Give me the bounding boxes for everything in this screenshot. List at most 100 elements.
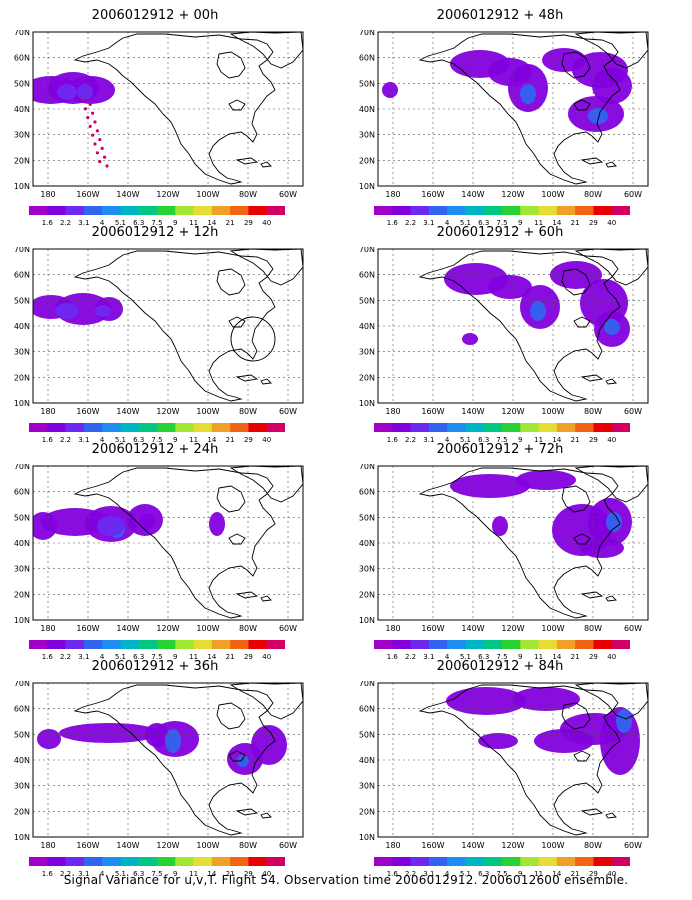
colorbar-label: 6.3 xyxy=(133,870,144,878)
longitude-label: 100W xyxy=(541,841,564,850)
colorbar-label: 3.1 xyxy=(78,870,89,878)
latitude-label: 70N xyxy=(14,464,30,471)
latitude-label: 10N xyxy=(359,399,375,408)
colorbar-label: 7.5 xyxy=(496,653,507,661)
longitude-label: 100W xyxy=(541,407,564,416)
longitude-label: 60W xyxy=(279,624,297,633)
longitude-label: 80W xyxy=(239,624,257,633)
map-panel-36h: 2006012912 + 36h 70N 60N 50N 40N 30N 20N 10N 18… xyxy=(5,659,305,878)
colorbar-label: 5.1 xyxy=(460,436,471,444)
longitude-label: 140W xyxy=(116,624,139,633)
colorbar-label: 4 xyxy=(445,436,450,444)
latitude-label: 50N xyxy=(359,79,375,88)
map-frame xyxy=(32,682,304,838)
coastline xyxy=(73,684,276,836)
colorbar-label: 21 xyxy=(226,870,235,878)
latitude-label: 50N xyxy=(359,513,375,522)
colorbar-label: 7.5 xyxy=(496,870,507,878)
latitude-label: 70N xyxy=(359,247,375,254)
colorbar-label: 2.2 xyxy=(405,653,416,661)
latitude-label: 30N xyxy=(14,348,30,357)
colorbar: 1.6 2.2 3.1 4 5.1 6.3 7.5 9 11 14 21 29 40 xyxy=(374,640,630,661)
flight-track-point xyxy=(105,164,109,168)
longitude-label: 60W xyxy=(279,407,297,416)
colorbar-label: 21 xyxy=(571,219,580,227)
colorbar-swatch xyxy=(157,857,176,866)
longitude-label: 100W xyxy=(196,407,219,416)
coastline xyxy=(73,250,276,402)
coastline xyxy=(573,533,591,545)
colorbar-label: 11 xyxy=(189,219,198,227)
colorbar-swatch xyxy=(230,857,249,866)
colorbar-label: 2.2 xyxy=(60,653,71,661)
coastline xyxy=(216,268,246,296)
colorbar-label: 7.5 xyxy=(496,436,507,444)
longitude-label: 180 xyxy=(40,841,55,850)
colorbar-label: 9 xyxy=(173,653,177,661)
coastline xyxy=(561,702,591,730)
colorbar-swatch xyxy=(556,206,576,215)
colorbar-swatch xyxy=(248,423,268,432)
colorbar-label: 29 xyxy=(589,436,598,444)
colorbar-swatch xyxy=(193,640,213,649)
colorbar-label: 9 xyxy=(518,653,522,661)
latitude-label: 20N xyxy=(359,373,375,382)
colorbar-swatch xyxy=(175,423,194,432)
colorbar-label: 4 xyxy=(100,653,105,661)
longitude-label: 60W xyxy=(624,407,642,416)
longitude-label: 80W xyxy=(584,624,602,633)
coastline xyxy=(561,51,591,79)
colorbar-swatch xyxy=(175,206,194,215)
colorbar-label: 21 xyxy=(226,653,235,661)
longitude-label: 80W xyxy=(239,841,257,850)
longitude-label: 160W xyxy=(421,190,444,199)
colorbar-label: 21 xyxy=(571,436,580,444)
coastline xyxy=(605,595,617,602)
longitude-label: 80W xyxy=(239,407,257,416)
colorbar-swatch xyxy=(428,423,448,432)
coastline xyxy=(574,32,648,69)
colorbar-swatch xyxy=(102,423,121,432)
longitude-label: 100W xyxy=(541,624,564,633)
colorbar-swatch xyxy=(374,640,393,649)
latitude-label: 70N xyxy=(14,30,30,37)
colorbar-label: 5.1 xyxy=(115,653,126,661)
panel-title: 2006012912 + 84h xyxy=(436,659,564,674)
colorbar-label: 6.3 xyxy=(478,436,489,444)
longitude-label: 160W xyxy=(76,407,99,416)
colorbar: 1.6 2.2 3.1 4 5.1 6.3 7.5 9 11 14 21 29 40 xyxy=(374,423,630,444)
colorbar-swatch xyxy=(29,206,48,215)
coastline xyxy=(580,591,604,599)
map-frame xyxy=(32,248,304,404)
flight-track-point xyxy=(93,120,97,124)
latitude-label: 60N xyxy=(359,488,375,497)
longitude-label: 180 xyxy=(385,624,400,633)
longitude-label: 180 xyxy=(385,407,400,416)
colorbar-swatch xyxy=(502,857,521,866)
latitude-label: 20N xyxy=(14,156,30,165)
latitude-label: 10N xyxy=(14,616,30,625)
colorbar-swatch xyxy=(483,206,503,215)
latitude-label: 70N xyxy=(359,30,375,37)
coastline xyxy=(229,32,303,69)
variance-contour xyxy=(37,729,61,749)
longitude-label: 140W xyxy=(116,190,139,199)
latitude-label: 60N xyxy=(14,271,30,280)
map-84h: 70N 60N 50N 40N 30N 20N 10N 180 160W 140W 120W 100W… xyxy=(359,681,649,850)
colorbar-swatch xyxy=(611,423,630,432)
longitude-label: 120W xyxy=(501,624,524,633)
latitude-label: 50N xyxy=(359,730,375,739)
longitude-label: 160W xyxy=(421,624,444,633)
colorbar: 1.6 2.2 3.1 4 5.1 6.3 7.5 9 11 14 21 29 40 xyxy=(374,206,630,227)
latitude-label: 30N xyxy=(359,348,375,357)
variance-contour xyxy=(520,84,536,104)
colorbar-swatch xyxy=(593,640,613,649)
coastline xyxy=(229,683,303,720)
variance-contour xyxy=(606,512,622,532)
map-frame xyxy=(377,465,649,621)
latitude-label: 60N xyxy=(14,488,30,497)
colorbar-swatch xyxy=(47,423,66,432)
colorbar-swatch xyxy=(447,206,466,215)
colorbar-label: 2.2 xyxy=(405,219,416,227)
coastline xyxy=(418,467,621,619)
